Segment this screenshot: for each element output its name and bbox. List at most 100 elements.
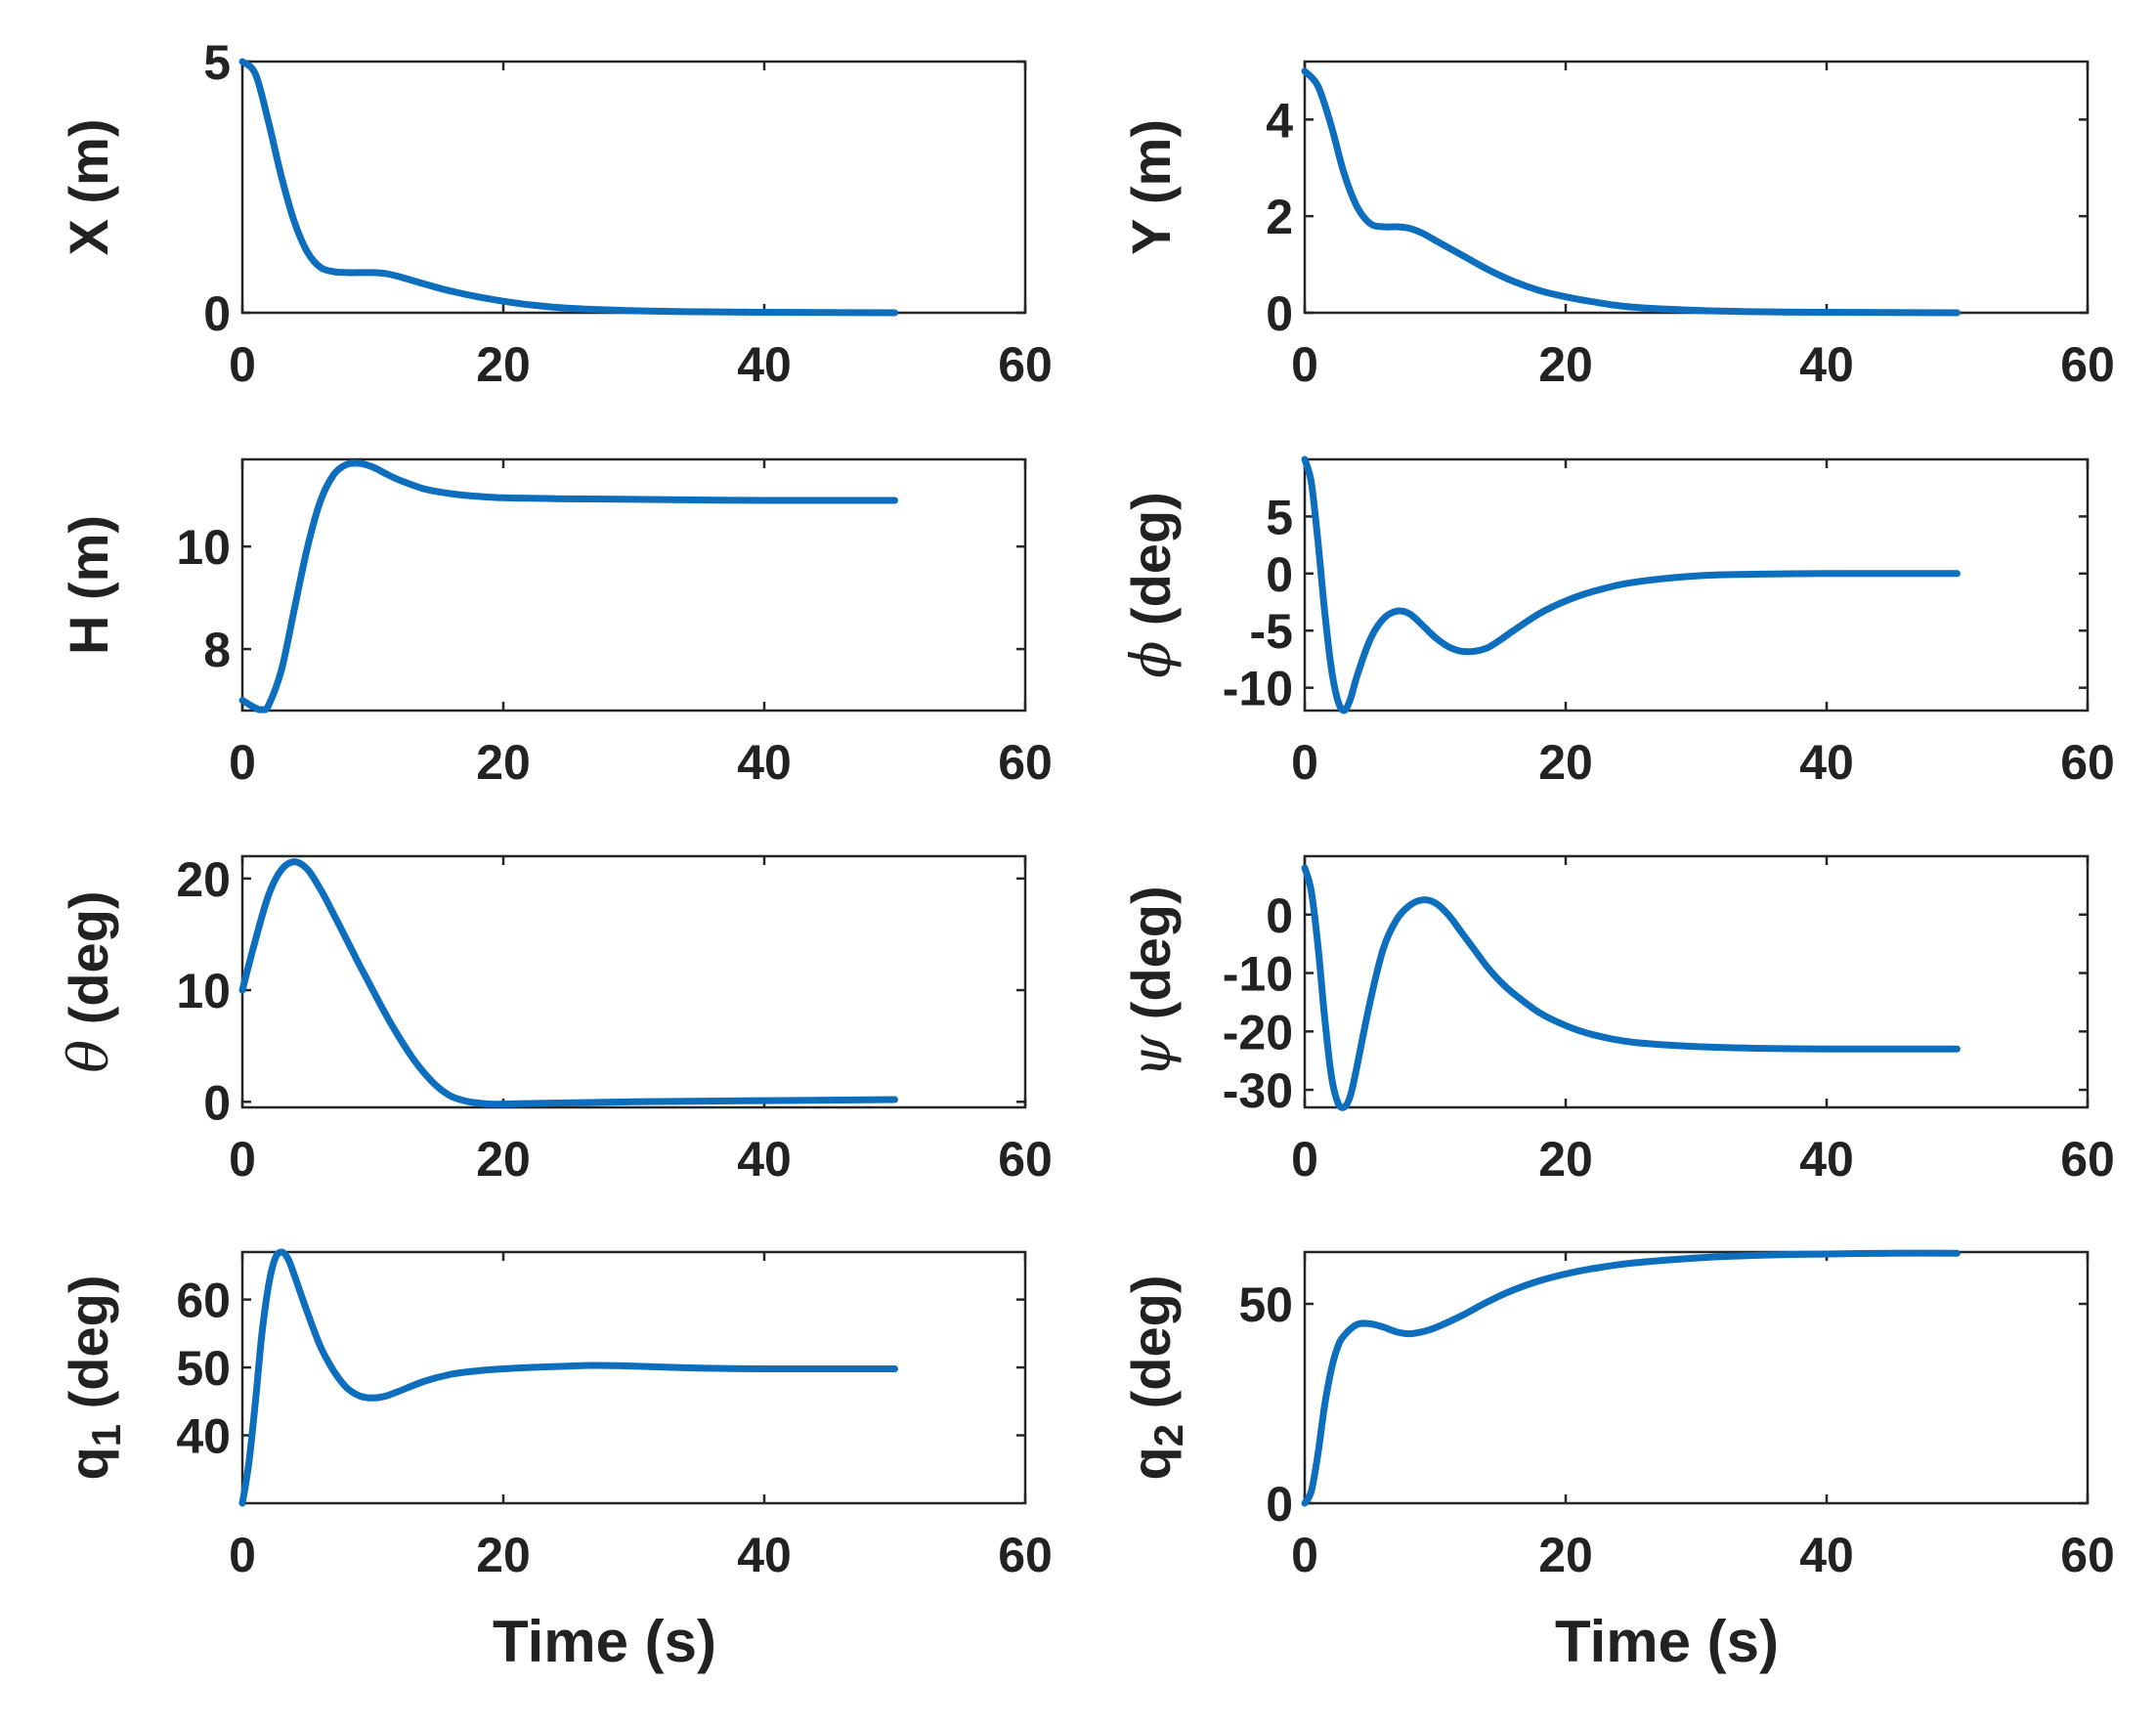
series-line — [1301, 455, 1961, 714]
y-axis-label-part: (deg) — [58, 890, 119, 1039]
y-tick-label: 20 — [176, 852, 231, 907]
x-axis-label: Time (s) — [493, 1609, 716, 1674]
x-axis-label: Time (s) — [1555, 1609, 1779, 1674]
plot-frame — [1303, 854, 2090, 1109]
plot-frame — [1303, 60, 2090, 315]
y-axis-label-part: (deg) — [1120, 886, 1182, 1034]
subplot-altitude: 0 20 40 60 8 10 H (m) — [58, 457, 1053, 790]
x-tick-label: 0 — [1291, 1528, 1318, 1582]
x-tick-label: 40 — [737, 337, 792, 392]
x-tick-label: 0 — [229, 337, 256, 392]
x-tick-label: 0 — [229, 1132, 256, 1187]
y-axis-label: q1 (deg) — [58, 1275, 129, 1481]
x-tick-label: 40 — [1799, 1132, 1854, 1187]
y-tick-label: -20 — [1223, 1005, 1293, 1059]
y-axis-label-part: q — [1120, 1447, 1182, 1480]
x-tick-label: 60 — [998, 1132, 1053, 1187]
series-line — [1301, 864, 1961, 1111]
subplot-pitch-angle: 0 20 40 60 0 10 20 θ (deg) — [58, 852, 1053, 1187]
subplot-joint-angle-q1: 0 20 40 60 40 50 60 q1 (deg) Time (s) — [58, 1248, 1053, 1674]
x-tick-label: 40 — [1799, 735, 1854, 790]
x-tick-label: 40 — [737, 1528, 792, 1582]
x-tick-label: 20 — [476, 337, 531, 392]
y-axis-label-part: ϕ — [1120, 641, 1184, 678]
y-tick-label: -30 — [1223, 1063, 1293, 1118]
y-axis-label: Y (m) — [1120, 119, 1182, 255]
x-tick-label: 60 — [2060, 1132, 2115, 1187]
x-tick-label: 60 — [998, 337, 1053, 392]
subplot-y-position: 0 20 40 60 0 2 4 Y (m) — [1120, 60, 2115, 392]
plot-frame — [240, 457, 1027, 713]
x-tick-label: 0 — [1291, 337, 1318, 392]
y-tick-label: 10 — [176, 964, 231, 1018]
x-tick-label: 20 — [476, 1528, 531, 1582]
series-line — [1301, 1249, 1961, 1507]
y-tick-label: 5 — [203, 35, 231, 90]
y-axis-label: q2 (deg) — [1120, 1275, 1191, 1481]
y-axis-label-part: H (m) — [58, 515, 119, 655]
x-tick-label: 20 — [1538, 735, 1593, 790]
plot-frame — [240, 854, 1027, 1109]
y-axis-label-part: X (m) — [58, 119, 119, 256]
x-tick-label: 20 — [1538, 1132, 1593, 1187]
y-axis-label-part: θ — [58, 1040, 121, 1073]
y-axis-label: θ (deg) — [58, 890, 121, 1072]
x-tick-label: 0 — [229, 1528, 256, 1582]
y-tick-label: -5 — [1250, 604, 1293, 659]
y-tick-label: 0 — [1266, 547, 1293, 602]
series-line — [238, 58, 898, 317]
y-tick-label: 0 — [1266, 286, 1293, 341]
y-tick-label: 5 — [1266, 490, 1293, 544]
y-tick-label: 40 — [176, 1409, 231, 1464]
x-tick-label: 0 — [1291, 1132, 1318, 1187]
plot-frame — [1303, 1250, 2090, 1505]
x-tick-label: 20 — [1538, 337, 1593, 392]
y-axis-label-part: Y (m) — [1120, 119, 1182, 255]
y-axis-label-part: (deg) — [1120, 492, 1182, 640]
y-tick-label: 50 — [176, 1341, 231, 1396]
x-tick-label: 60 — [998, 1528, 1053, 1582]
x-tick-label: 60 — [2060, 735, 2115, 790]
y-tick-label: 0 — [1266, 888, 1293, 943]
y-axis-label-subscript: 2 — [1145, 1424, 1191, 1447]
series-line — [238, 858, 898, 1108]
y-tick-label: 60 — [176, 1274, 231, 1328]
subplot-x-position: 0 20 40 60 0 5 X (m) — [58, 35, 1053, 392]
y-tick-label: 2 — [1266, 190, 1293, 244]
y-axis-label: ϕ (deg) — [1120, 492, 1184, 678]
x-tick-label: 40 — [1799, 1528, 1854, 1582]
y-tick-label: 50 — [1238, 1277, 1293, 1332]
plot-frame — [1303, 457, 2090, 713]
y-tick-label: 0 — [203, 286, 231, 341]
y-axis-label-part: ψ — [1120, 1034, 1184, 1078]
y-tick-label: -10 — [1223, 947, 1293, 1002]
x-tick-label: 20 — [1538, 1528, 1593, 1582]
y-tick-label: 0 — [203, 1075, 231, 1130]
x-tick-label: 60 — [998, 735, 1053, 790]
y-axis-label-part: (deg) — [1120, 1275, 1182, 1424]
plot-frame — [240, 1250, 1027, 1505]
y-axis-label: X (m) — [58, 119, 119, 256]
y-tick-label: 0 — [1266, 1477, 1293, 1532]
series-line — [238, 1248, 898, 1507]
x-tick-label: 40 — [1799, 337, 1854, 392]
y-axis-label-subscript: 1 — [83, 1424, 129, 1447]
x-tick-label: 20 — [476, 1132, 531, 1187]
subplot-joint-angle-q2: 0 20 40 60 0 50 q2 (deg) Time (s) — [1120, 1249, 2115, 1674]
series-line — [1301, 67, 1961, 317]
y-tick-label: -10 — [1223, 662, 1293, 716]
x-tick-label: 20 — [476, 735, 531, 790]
x-tick-label: 0 — [1291, 735, 1318, 790]
y-tick-label: 10 — [176, 520, 231, 575]
y-axis-label-part: q — [58, 1447, 119, 1480]
y-axis-label: H (m) — [58, 515, 119, 655]
y-tick-label: 4 — [1266, 93, 1293, 148]
x-tick-label: 0 — [229, 735, 256, 790]
x-tick-label: 60 — [2060, 337, 2115, 392]
y-axis-label: ψ (deg) — [1120, 886, 1184, 1077]
x-tick-label: 40 — [737, 1132, 792, 1187]
x-tick-label: 60 — [2060, 1528, 2115, 1582]
